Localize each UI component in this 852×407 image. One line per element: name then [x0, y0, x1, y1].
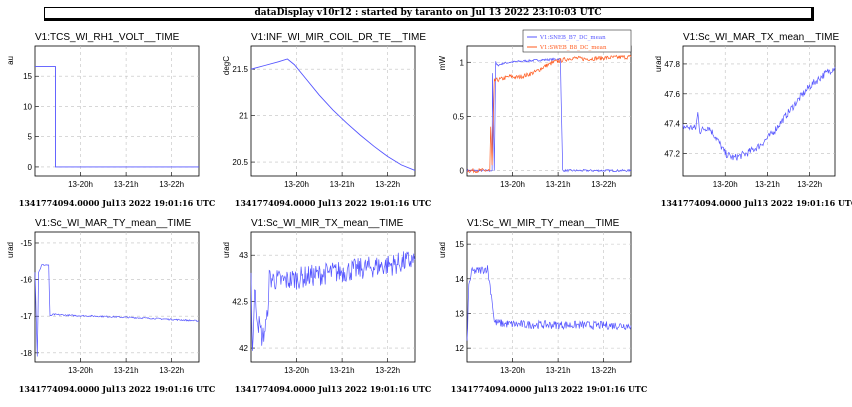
y-tick-label: 10: [23, 102, 32, 111]
series-line-1: [34, 263, 200, 357]
chart-title: V1:TCS_WI_RH1_VOLT__TIME: [35, 32, 180, 43]
y-tick-label: 15: [23, 72, 32, 81]
y-tick-label: -16: [20, 276, 32, 285]
series-line-2: [466, 54, 632, 174]
x-tick-label: 13-22h: [375, 366, 400, 375]
y-tick-label: 47.2: [664, 150, 680, 159]
y-tick-label: 21.5: [232, 65, 248, 74]
x-tick-label: 13-20h: [68, 366, 93, 375]
x-tick-label: 13-22h: [591, 180, 616, 189]
x-tick-label: 13-21h: [755, 180, 780, 189]
y-tick-label: 42.5: [232, 298, 248, 307]
y-tick-label: 12: [455, 344, 464, 353]
y-tick-label: 47.8: [664, 60, 680, 69]
y-axis-label: urad: [654, 56, 663, 72]
y-tick-label: 0: [460, 167, 465, 176]
series-line-1: [35, 66, 199, 168]
chart-title: V1:Sc_WI_MIR_TX_mean__TIME: [251, 218, 404, 229]
x-tick-label: 13-21h: [546, 180, 571, 189]
plot-frame: [250, 45, 416, 177]
x-tick-label: 13-20h: [284, 366, 309, 375]
y-axis-label: urad: [438, 242, 447, 258]
y-tick-label: 47.6: [664, 90, 680, 99]
y-tick-label: -15: [20, 239, 32, 248]
chart-panel-5: 13-20h 13-21h 13-22h -18 -17 -16 -15 V1:Sc_WI_M…: [6, 218, 215, 394]
legend-box: [522, 29, 632, 53]
series-line-1: [250, 58, 416, 171]
y-axis-label: degC: [222, 56, 231, 75]
y-tick-label: 13: [455, 309, 464, 318]
x-tick-label: 13-20h: [500, 180, 525, 189]
y-tick-label: -18: [20, 349, 32, 358]
x-tick-label: 13-21h: [546, 366, 571, 375]
x-tick-label: 13-20h: [284, 180, 309, 189]
x-tick-label: 13-22h: [159, 366, 184, 375]
y-axis-label: urad: [6, 242, 15, 258]
chart-timestamp: 1341774094.0000 Jul13 2022 19:01:16 UTC: [235, 198, 432, 208]
chart-title: V1:Sc_WI_MIR_TY_mean__TIME: [467, 218, 620, 229]
chart-timestamp: 1341774094.0000 Jul13 2022 19:01:16 UTC: [235, 384, 432, 394]
display-banner: dataDisplay v10r12 : started by taranto …: [44, 7, 814, 21]
y-tick-label: 47.4: [664, 120, 680, 129]
y-tick-label: 0.5: [453, 112, 465, 121]
y-tick-label: 0: [28, 163, 33, 172]
x-tick-label: 13-20h: [68, 180, 93, 189]
chart-title: V1:INF_WI_MIR_COIL_DR_TE__TIME: [251, 32, 426, 43]
series-line-1: [250, 251, 416, 351]
y-axis-label: au: [6, 56, 15, 65]
series-line-1: [682, 66, 836, 161]
chart-timestamp: 1341774094.0000 Jul13 2022 19:01:16 UTC: [19, 198, 216, 208]
x-tick-label: 13-21h: [330, 180, 355, 189]
chart-panel-3: 13-20h 13-21h 13-22h 0 0.5 1 mW V1:SNEB_B7_DC_m…: [438, 29, 632, 189]
y-tick-label: 1: [460, 58, 465, 67]
chart-title: V1:Sc_WI_MAR_TY_mean__TIME: [35, 218, 191, 229]
y-tick-label: 21: [239, 112, 248, 121]
legend-entry: V1:SWEB_B8_DC_mean: [539, 45, 607, 51]
x-tick-label: 13-22h: [591, 366, 616, 375]
y-tick-label: -17: [20, 312, 32, 321]
series-line-1: [466, 265, 632, 341]
y-axis-label: mW: [438, 56, 447, 71]
plot-frame: [34, 45, 200, 177]
x-tick-label: 13-20h: [713, 180, 738, 189]
x-tick-label: 13-22h: [375, 180, 400, 189]
y-tick-label: 5: [28, 133, 33, 142]
plot-frame: [34, 231, 200, 363]
chart-title: V1:Sc_WI_MAR_TX_mean__TIME: [683, 32, 839, 43]
x-tick-label: 13-22h: [797, 180, 822, 189]
chart-panel-7: 13-20h 13-21h 13-22h 12 13 14 15 V1:Sc_WI_MIR_T…: [438, 218, 647, 394]
chart-timestamp: 1341774094.0000 Jul13 2022 19:01:16 UTC: [661, 198, 852, 208]
chart-panel-6: 13-20h 13-21h 13-22h 42 42.5 43 V1:Sc_WI_MIR_T…: [222, 218, 431, 394]
y-tick-label: 43: [239, 251, 248, 260]
chart-timestamp: 1341774094.0000 Jul13 2022 19:01:16 UTC: [451, 384, 648, 394]
y-tick-label: 20.5: [232, 158, 248, 167]
chart-timestamp: 1341774094.0000 Jul13 2022 19:01:16 UTC: [19, 384, 216, 394]
x-tick-label: 13-20h: [500, 366, 525, 375]
plot-frame: [250, 231, 416, 363]
x-tick-label: 13-21h: [330, 366, 355, 375]
y-tick-label: 15: [455, 240, 464, 249]
legend-entry: V1:SNEB_B7_DC_mean: [539, 35, 606, 41]
y-axis-label: urad: [222, 242, 231, 258]
x-tick-label: 13-22h: [159, 180, 184, 189]
plot-frame: [682, 45, 836, 177]
y-tick-label: 14: [455, 275, 464, 284]
y-tick-label: 42: [239, 344, 248, 353]
x-tick-label: 13-21h: [114, 180, 139, 189]
x-tick-label: 13-21h: [114, 366, 139, 375]
chart-panel-2: 13-20h 13-21h 13-22h 20.5 21 21.5 V1:INF_WI_MI…: [222, 32, 431, 208]
chart-panel-4: 13-20h 13-21h 13-22h 47.2 47.4 47.6 47.8 V1:Sc_…: [654, 32, 852, 208]
chart-panel-1: 13-20h 13-21h 13-22h 0 5 10 15 V1:TCS_WI_RH1_VO…: [6, 32, 215, 208]
